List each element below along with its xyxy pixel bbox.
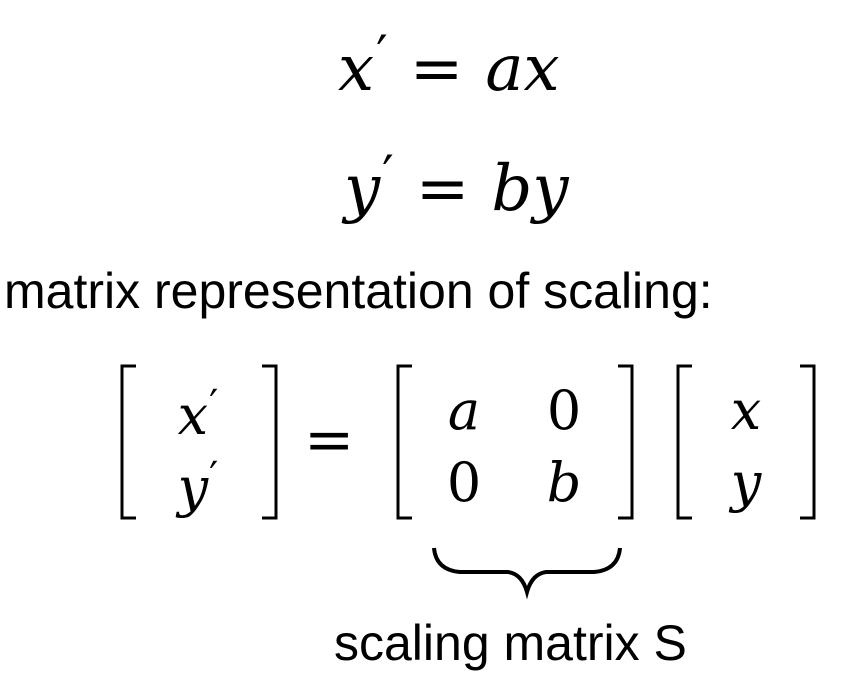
equation-x-rhs: ax — [485, 31, 560, 106]
right-bracket-icon — [262, 364, 278, 520]
prime-mark: ′ — [376, 25, 388, 85]
equation-y-equals: = — [415, 151, 470, 226]
matrix-equals-sign: = — [304, 405, 355, 475]
lhs-vector-y: y′ — [177, 452, 219, 520]
rhs-vector-y: y — [730, 451, 762, 514]
right-bracket-icon — [618, 364, 634, 520]
left-bracket-icon — [396, 364, 412, 520]
lhs-vector-x: x′ — [177, 380, 219, 448]
matrix-cell-b: b — [546, 451, 582, 514]
matrix-cell-zero-top: 0 — [546, 379, 582, 442]
prime-mark: ′ — [382, 145, 394, 205]
matrix-cell-zero-bottom: 0 — [446, 451, 482, 514]
equation-y-lhs: y — [344, 151, 381, 226]
matrix-caption: matrix representation of scaling: — [4, 263, 713, 319]
equation-x-lhs: x — [338, 31, 375, 106]
left-bracket-icon — [676, 364, 692, 520]
underbrace-icon — [432, 547, 622, 600]
brace-label: scaling matrix S — [334, 615, 687, 671]
equation-y-rhs: by — [491, 151, 569, 226]
equation-y-scaling: y′ = by — [344, 149, 569, 221]
equation-x-scaling: x′ = ax — [338, 29, 560, 101]
right-bracket-icon — [800, 364, 816, 520]
left-bracket-icon — [120, 364, 136, 520]
rhs-vector-x: x — [730, 379, 762, 442]
matrix-cell-a: a — [447, 379, 481, 442]
equation-x-equals: = — [409, 31, 464, 106]
